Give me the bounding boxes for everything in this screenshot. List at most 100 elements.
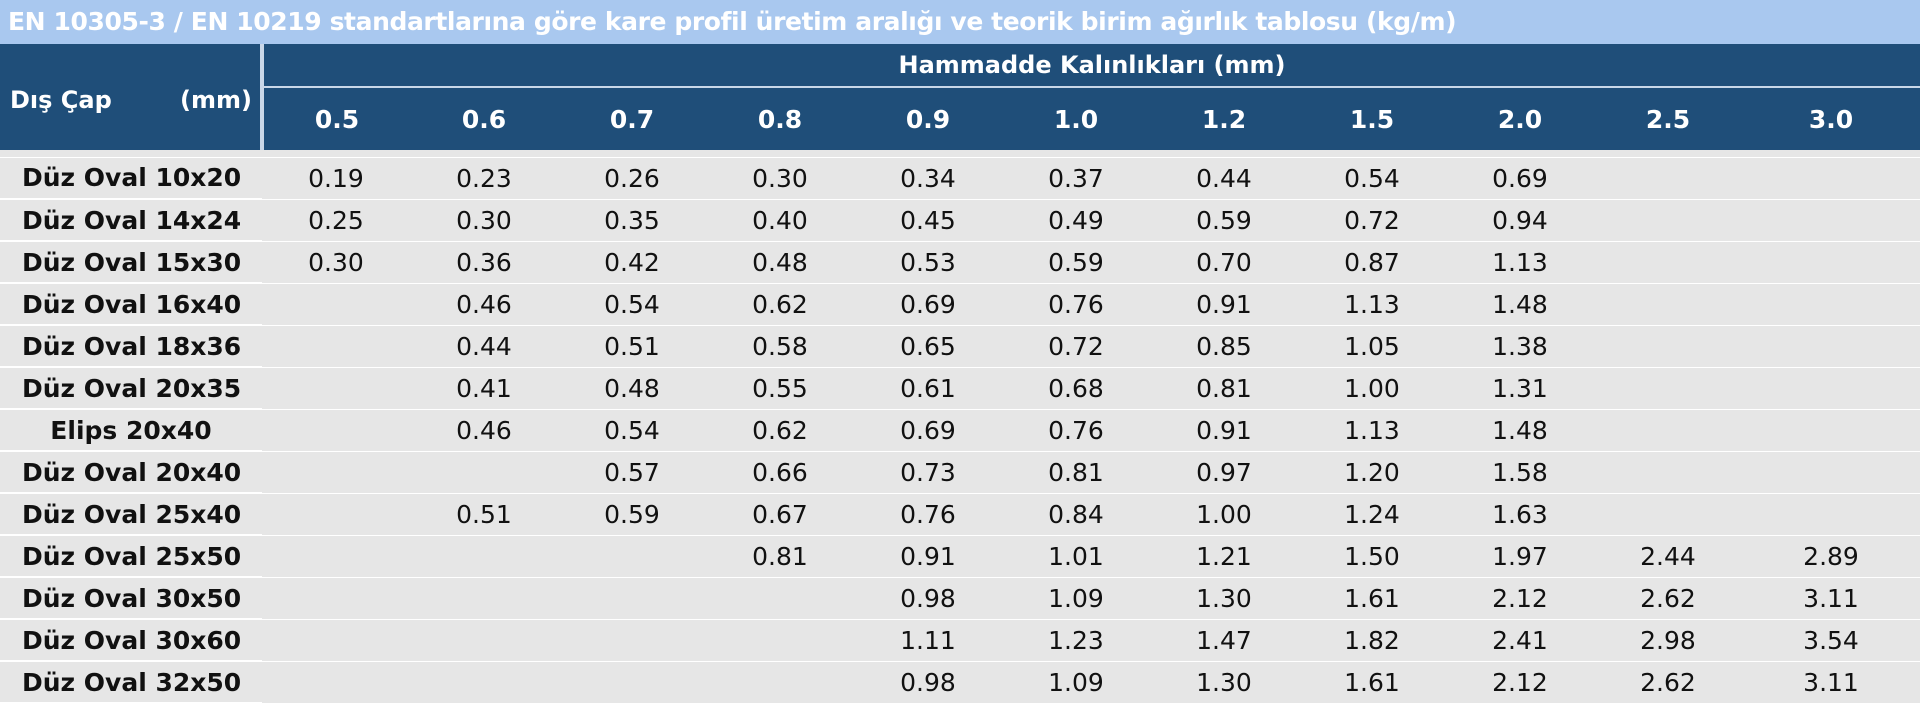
weight-cell <box>1742 367 1920 410</box>
weight-cell: 1.58 <box>1446 451 1594 494</box>
table-row: Düz Oval 16x40 0.46 0.54 0.62 0.69 0.76 0.91 1.… <box>0 283 1920 326</box>
thickness-header: 2.0 <box>1446 87 1594 150</box>
thickness-header: 1.2 <box>1150 87 1298 150</box>
weight-cell: 0.65 <box>854 325 1002 368</box>
weight-cell <box>558 661 706 704</box>
weight-cell: 1.09 <box>1002 577 1150 620</box>
weight-cell <box>558 619 706 662</box>
table-row: Düz Oval 30x50 0.98 1.09 1.30 1.61 2.12 2.62 3.… <box>0 577 1920 620</box>
weight-table: Dış Çap (mm) Hammadde Kalınlıkları (mm) … <box>0 44 1920 704</box>
weight-cell <box>1742 199 1920 242</box>
weight-cell <box>558 577 706 620</box>
row-label: Düz Oval 25x40 <box>0 493 262 536</box>
weight-cell: 1.30 <box>1150 661 1298 704</box>
weight-cell: 0.23 <box>410 157 558 200</box>
thickness-header: 0.9 <box>854 87 1002 150</box>
weight-cell: 0.91 <box>1150 409 1298 452</box>
weight-cell <box>1594 451 1742 494</box>
weight-cell <box>1742 157 1920 200</box>
weight-cell <box>1742 241 1920 284</box>
weight-cell: 0.87 <box>1298 241 1446 284</box>
weight-cell: 0.98 <box>854 661 1002 704</box>
weight-cell: 0.42 <box>558 241 706 284</box>
weight-cell: 0.73 <box>854 451 1002 494</box>
weight-cell <box>262 367 410 410</box>
weight-cell: 0.66 <box>706 451 854 494</box>
weight-cell: 3.11 <box>1742 577 1920 620</box>
weight-cell: 0.26 <box>558 157 706 200</box>
weight-cell: 0.48 <box>558 367 706 410</box>
weight-cell: 0.30 <box>262 241 410 284</box>
row-label: Düz Oval 16x40 <box>0 283 262 326</box>
weight-cell: 1.38 <box>1446 325 1594 368</box>
weight-cell: 1.48 <box>1446 409 1594 452</box>
row-label: Düz Oval 15x30 <box>0 241 262 284</box>
weight-cell: 0.69 <box>1446 157 1594 200</box>
weight-cell: 0.49 <box>1002 199 1150 242</box>
table-row: Düz Oval 18x36 0.44 0.51 0.58 0.65 0.72 0.85 1.… <box>0 325 1920 368</box>
weight-cell <box>1742 493 1920 536</box>
weight-cell: 1.13 <box>1298 283 1446 326</box>
weight-cell <box>410 619 558 662</box>
weight-cell: 0.59 <box>1002 241 1150 284</box>
weight-cell: 0.45 <box>854 199 1002 242</box>
row-label: Düz Oval 32x50 <box>0 661 262 704</box>
weight-cell: 0.81 <box>1002 451 1150 494</box>
thickness-header: 2.5 <box>1594 87 1742 150</box>
table-body: Düz Oval 10x20 0.19 0.23 0.26 0.30 0.34 0.37 0.… <box>0 150 1920 704</box>
weight-cell <box>410 577 558 620</box>
weight-cell: 0.81 <box>1150 367 1298 410</box>
weight-cell: 0.62 <box>706 409 854 452</box>
table-row: Düz Oval 20x35 0.41 0.48 0.55 0.61 0.68 0.81 1.… <box>0 367 1920 410</box>
weight-cell <box>262 283 410 326</box>
weight-cell <box>1594 493 1742 536</box>
weight-cell: 1.61 <box>1298 577 1446 620</box>
table-row: Düz Oval 30x60 1.11 1.23 1.47 1.82 2.41 2.98 3.… <box>0 619 1920 662</box>
weight-cell <box>262 409 410 452</box>
thickness-header-row: 0.5 0.6 0.7 0.8 0.9 1.0 1.2 1.5 2.0 2.5 3.0 <box>0 87 1920 150</box>
weight-cell <box>410 661 558 704</box>
row-label: Elips 20x40 <box>0 409 262 452</box>
weight-cell: 0.51 <box>410 493 558 536</box>
table-row: Düz Oval 32x50 0.98 1.09 1.30 1.61 2.12 2.62 3.… <box>0 661 1920 704</box>
weight-cell: 0.76 <box>1002 409 1150 452</box>
weight-cell: 2.62 <box>1594 661 1742 704</box>
weight-cell: 0.76 <box>854 493 1002 536</box>
weight-cell: 0.36 <box>410 241 558 284</box>
weight-cell: 0.62 <box>706 283 854 326</box>
weight-cell: 1.11 <box>854 619 1002 662</box>
weight-cell: 0.61 <box>854 367 1002 410</box>
weight-cell: 0.58 <box>706 325 854 368</box>
weight-cell: 1.00 <box>1150 493 1298 536</box>
weight-cell: 2.44 <box>1594 535 1742 578</box>
weight-cell <box>1742 325 1920 368</box>
weight-cell: 0.40 <box>706 199 854 242</box>
weight-cell: 1.97 <box>1446 535 1594 578</box>
weight-cell: 1.61 <box>1298 661 1446 704</box>
table-row: Düz Oval 25x40 0.51 0.59 0.67 0.76 0.84 1.00 1.… <box>0 493 1920 536</box>
table-row: Düz Oval 25x50 0.81 0.91 1.01 1.21 1.50 1.97 2.… <box>0 535 1920 578</box>
row-label: Düz Oval 10x20 <box>0 157 262 200</box>
weight-cell: 0.57 <box>558 451 706 494</box>
weight-cell: 0.34 <box>854 157 1002 200</box>
weight-cell: 1.23 <box>1002 619 1150 662</box>
weight-cell: 0.68 <box>1002 367 1150 410</box>
weight-cell: 1.13 <box>1298 409 1446 452</box>
weight-cell: 0.44 <box>410 325 558 368</box>
weight-cell <box>262 577 410 620</box>
weight-cell: 0.30 <box>706 157 854 200</box>
weight-cell <box>1594 367 1742 410</box>
weight-cell: 0.41 <box>410 367 558 410</box>
weight-cell: 0.97 <box>1150 451 1298 494</box>
weight-cell <box>558 535 706 578</box>
weight-cell: 0.69 <box>854 409 1002 452</box>
row-label: Düz Oval 30x60 <box>0 619 262 662</box>
weight-cell: 3.54 <box>1742 619 1920 662</box>
thickness-header: 1.5 <box>1298 87 1446 150</box>
weight-cell: 0.35 <box>558 199 706 242</box>
table-row: Düz Oval 10x20 0.19 0.23 0.26 0.30 0.34 0.37 0.… <box>0 157 1920 200</box>
weight-cell <box>1742 451 1920 494</box>
weight-cell: 3.11 <box>1742 661 1920 704</box>
weight-cell: 0.54 <box>558 283 706 326</box>
weight-cell: 0.54 <box>1298 157 1446 200</box>
